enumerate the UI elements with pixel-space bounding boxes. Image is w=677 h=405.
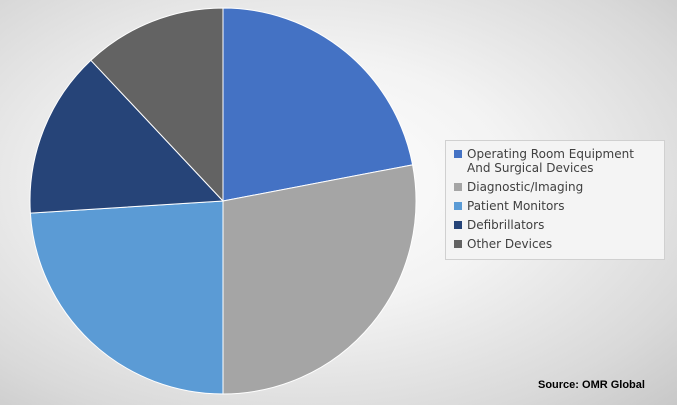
legend-swatch xyxy=(454,221,462,229)
legend: Operating Room Equipment And Surgical De… xyxy=(445,140,665,260)
legend-label: Diagnostic/Imaging xyxy=(467,180,584,194)
pie-slice-5 xyxy=(90,7,224,203)
pie-slice-2 xyxy=(222,164,417,395)
legend-item: Operating Room Equipment And Surgical De… xyxy=(454,147,658,175)
legend-swatch xyxy=(454,202,462,210)
legend-swatch xyxy=(454,183,462,191)
pie-slice-1 xyxy=(222,7,414,202)
legend-item: Other Devices xyxy=(454,237,658,251)
legend-label: Other Devices xyxy=(467,237,553,251)
legend-swatch xyxy=(454,150,462,158)
legend-item: Diagnostic/Imaging xyxy=(454,180,658,194)
pie-slice-4 xyxy=(29,59,225,214)
legend-item: Defibrillators xyxy=(454,218,658,232)
legend-label: Operating Room Equipment And Surgical De… xyxy=(467,147,634,175)
legend-label: Defibrillators xyxy=(467,218,545,232)
legend-label: Patient Monitors xyxy=(467,199,565,213)
legend-item: Patient Monitors xyxy=(454,199,658,213)
source-note: Source: OMR Global xyxy=(538,379,645,391)
legend-swatch xyxy=(454,240,462,248)
pie-slice-3 xyxy=(29,200,224,395)
